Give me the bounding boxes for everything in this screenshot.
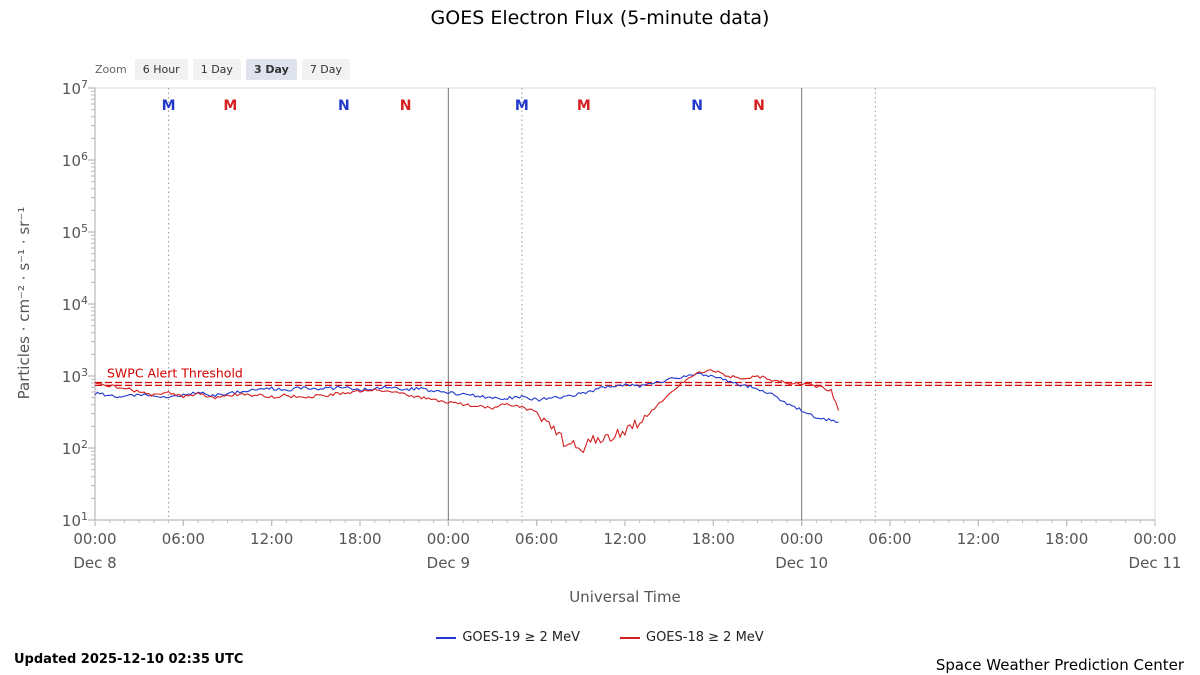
svg-text:N: N [691, 98, 703, 114]
zoom-label: Zoom [95, 63, 127, 76]
goes18-line-swatch [620, 636, 640, 639]
legend-label-goes18: GOES-18 ≥ 2 MeV [646, 630, 764, 645]
zoom-button-3day[interactable]: 3 Day [245, 59, 297, 80]
y-axis-title: Particles · cm⁻² · s⁻¹ · sr⁻¹ [15, 206, 33, 400]
zoom-controls: Zoom 6 Hour 1 Day 3 Day 7 Day [95, 59, 351, 80]
zoom-button-6hour[interactable]: 6 Hour [134, 59, 188, 80]
goes19-line-swatch [436, 636, 457, 639]
updated-timestamp: Updated 2025-12-10 02:35 UTC [14, 652, 244, 667]
svg-text:M: M [577, 98, 591, 114]
svg-text:M: M [515, 98, 529, 114]
zoom-button-7day[interactable]: 7 Day [301, 59, 351, 80]
svg-text:N: N [753, 98, 765, 114]
svg-text:M: M [162, 98, 176, 114]
chart-title: GOES Electron Flux (5-minute data) [430, 7, 770, 29]
x-axis-title: Universal Time [569, 588, 681, 606]
legend: GOES-19 ≥ 2 MeV GOES-18 ≥ 2 MeV [0, 630, 1200, 645]
svg-text:N: N [338, 98, 350, 114]
svg-text:M: M [223, 98, 237, 114]
zoom-button-1day[interactable]: 1 Day [192, 59, 241, 80]
credit: Space Weather Prediction Center [935, 656, 1184, 674]
legend-label-goes19: GOES-19 ≥ 2 MeV [462, 630, 580, 645]
svg-text:N: N [400, 98, 412, 114]
legend-item-goes19[interactable]: GOES-19 ≥ 2 MeV [436, 630, 580, 645]
legend-item-goes18[interactable]: GOES-18 ≥ 2 MeV [620, 630, 764, 645]
svg-text:SWPC Alert Threshold: SWPC Alert Threshold [107, 366, 243, 381]
